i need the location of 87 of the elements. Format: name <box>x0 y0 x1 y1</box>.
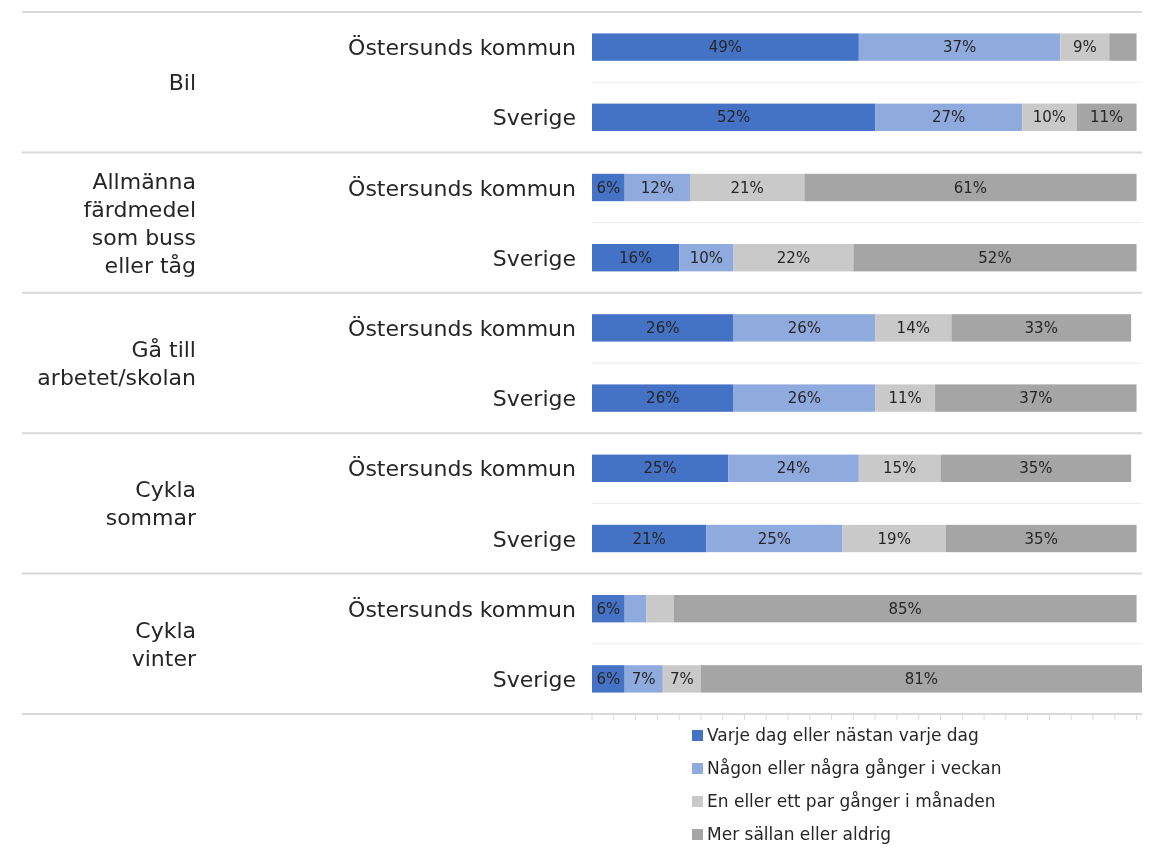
bar <box>592 244 680 272</box>
text: Cykla sommar <box>105 477 197 531</box>
bar <box>842 524 946 553</box>
text: Cykla vinter <box>131 617 197 671</box>
text: Allmänna färdmedel som buss eller tåg <box>83 168 196 278</box>
data-label: 11% <box>1089 108 1124 127</box>
data-label: 6% <box>596 669 621 688</box>
data-label: 25% <box>757 529 792 548</box>
data-label: 85% <box>888 599 922 618</box>
y-tick-label: Sverige <box>492 105 576 131</box>
data-label: 6% <box>596 178 621 197</box>
bar <box>673 595 1137 623</box>
data-label: 22% <box>776 248 811 267</box>
y-tick-label: Östersunds kommun <box>348 456 576 482</box>
y-tick-label: Östersunds kommun <box>348 175 576 201</box>
data-label: 52% <box>716 108 751 127</box>
data-label: 7% <box>669 669 694 688</box>
bar <box>875 314 952 342</box>
data-label: 9% <box>1072 38 1097 57</box>
y-tick-label: Sverige <box>492 386 576 412</box>
y-tick-label: Östersunds kommun <box>348 315 576 341</box>
data-label: 21% <box>632 529 666 548</box>
bar <box>592 384 734 412</box>
data-label: 81% <box>904 669 939 688</box>
bar <box>1109 33 1137 61</box>
legend-label: En eller ett par gånger i månaden <box>707 791 996 811</box>
data-label: 27% <box>932 108 966 127</box>
legend-label: Mer sällan eller aldrig <box>707 824 892 844</box>
y-tick-label: Östersunds kommun <box>348 596 576 622</box>
bar <box>875 384 936 412</box>
data-label: 33% <box>1024 318 1058 337</box>
data-label: 19% <box>877 529 911 548</box>
data-label: 35% <box>1024 529 1058 548</box>
bar <box>858 454 941 482</box>
bar <box>592 454 729 482</box>
data-label: 26% <box>646 318 680 337</box>
y-tick-label: Sverige <box>492 666 576 692</box>
data-label: 26% <box>646 389 680 408</box>
bar <box>592 524 707 553</box>
y-tick-label: Sverige <box>492 526 576 552</box>
bar <box>858 33 1061 61</box>
data-label: 10% <box>689 248 724 267</box>
bar <box>945 524 1137 553</box>
bar <box>646 595 674 623</box>
data-label: 16% <box>618 248 653 267</box>
bar <box>1060 33 1110 61</box>
data-label: 14% <box>896 318 930 337</box>
bar <box>624 595 647 623</box>
data-label: 24% <box>776 459 811 478</box>
data-label: 61% <box>953 178 988 197</box>
y-tick-label: Östersunds kommun <box>348 35 576 61</box>
bar <box>700 665 1142 693</box>
data-label: 21% <box>730 178 764 197</box>
bar <box>733 314 876 342</box>
bar <box>690 173 805 202</box>
data-label: 26% <box>787 318 822 337</box>
bar <box>733 244 854 272</box>
bar <box>728 454 859 482</box>
y-tick-label: Sverige <box>492 245 576 271</box>
data-label: 25% <box>643 459 677 478</box>
data-label: 12% <box>640 178 675 197</box>
bar <box>951 314 1132 342</box>
bar <box>592 314 734 342</box>
data-label: 37% <box>1019 389 1053 408</box>
legend-label: Någon eller några gånger i veckan <box>707 758 1002 778</box>
data-label: 35% <box>1019 459 1053 478</box>
data-label: 26% <box>787 389 822 408</box>
bar <box>733 384 876 412</box>
bar <box>592 33 859 61</box>
bar <box>853 244 1137 272</box>
data-label: 10% <box>1032 108 1067 127</box>
text: Gå till arbetet/skolan <box>37 337 196 390</box>
bar <box>940 454 1132 482</box>
data-label: 15% <box>883 459 917 478</box>
legend-label: Varje dag eller nästan varje dag <box>707 725 979 745</box>
data-label: 52% <box>978 248 1012 267</box>
data-label: 11% <box>888 389 922 408</box>
data-label: 6% <box>596 599 621 618</box>
bar <box>592 103 876 131</box>
bar <box>875 103 1023 131</box>
data-label: 37% <box>942 38 977 57</box>
bar <box>706 524 843 553</box>
data-label: 7% <box>631 669 656 688</box>
bar <box>804 173 1137 202</box>
bar <box>935 384 1137 412</box>
data-label: 49% <box>708 38 743 57</box>
text: Bil <box>168 70 196 96</box>
